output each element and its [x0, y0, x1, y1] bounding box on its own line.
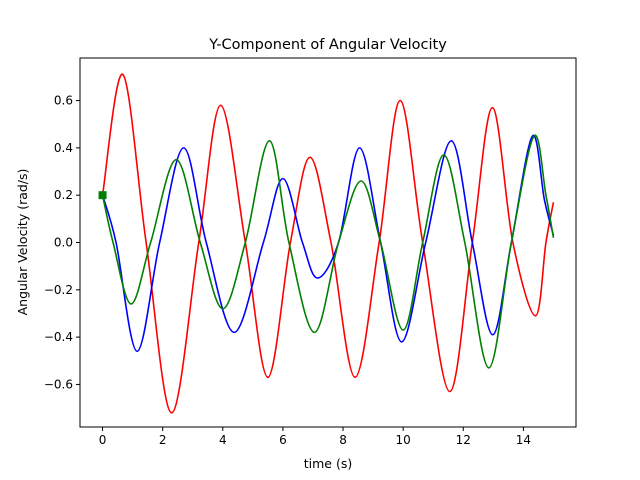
- x-tick-label: 2: [159, 433, 167, 447]
- x-tick-label: 12: [456, 433, 471, 447]
- start-marker: [98, 191, 107, 200]
- x-tick-label: 10: [396, 433, 411, 447]
- x-axis-label: time (s): [304, 456, 352, 471]
- series-line-1: [101, 73, 555, 414]
- y-tick-label: −0.6: [44, 377, 73, 391]
- x-tick-label: 4: [219, 433, 227, 447]
- y-tick-label: 0.2: [54, 188, 73, 202]
- x-tick-label: 14: [516, 433, 531, 447]
- series-line-2: [101, 135, 555, 353]
- chart-title: Y-Component of Angular Velocity: [208, 37, 447, 53]
- x-tick-label: 0: [99, 433, 107, 447]
- x-tick-label: 8: [339, 433, 347, 447]
- series-line-3: [101, 134, 555, 369]
- y-tick-label: −0.2: [44, 283, 73, 297]
- y-tick-label: −0.4: [44, 330, 73, 344]
- x-tick-label: 6: [279, 433, 287, 447]
- y-axis-label: Angular Velocity (rad/s): [15, 169, 30, 316]
- y-tick-label: 0.6: [54, 94, 73, 108]
- y-tick-label: 0.0: [54, 236, 73, 250]
- plot-area: 0 2 4 6 8 10 12 14 −0.6 −0.4 −0.2 0.0 0.2 0.4 0.6: [44, 57, 577, 447]
- y-tick-label: 0.4: [54, 141, 73, 155]
